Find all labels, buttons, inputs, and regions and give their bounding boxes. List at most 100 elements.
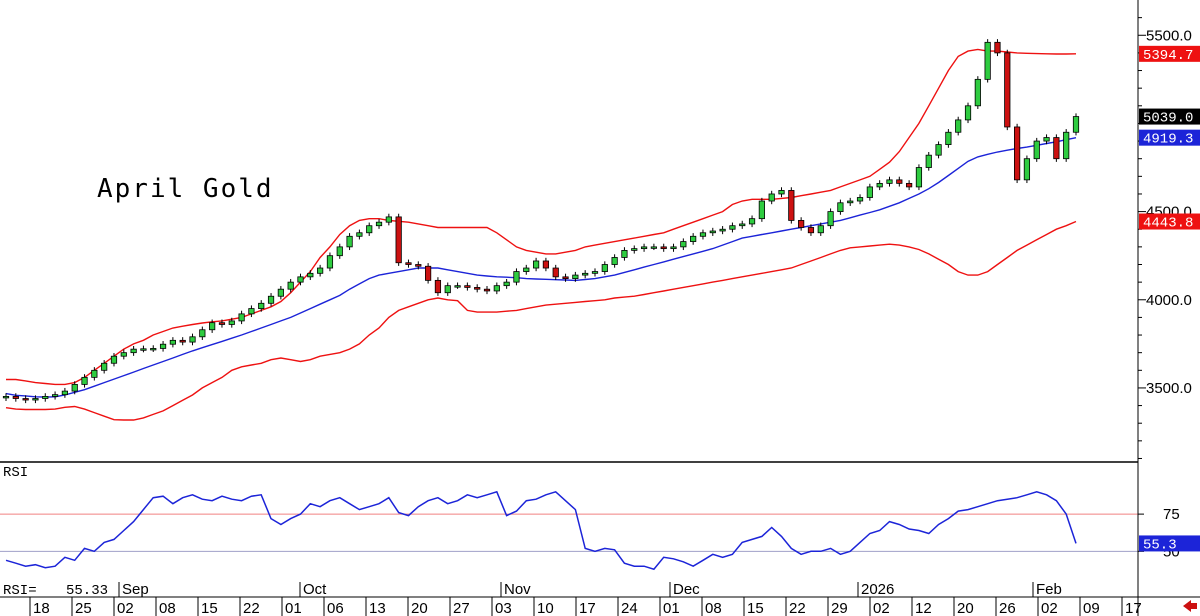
candle-body [523, 267, 530, 272]
candle-body [258, 302, 265, 309]
candle-body [513, 271, 520, 283]
candle-body [955, 119, 962, 133]
candle [945, 129, 952, 148]
candle [798, 217, 805, 231]
candle [425, 263, 432, 284]
candle [32, 395, 39, 404]
candle-body [729, 225, 736, 230]
day-label: 22 [789, 600, 806, 616]
candle [483, 286, 491, 295]
candle-body [1023, 158, 1031, 181]
candle [287, 278, 294, 293]
candle-body [307, 272, 314, 278]
candle [631, 245, 638, 254]
candle [807, 224, 815, 236]
candle [307, 270, 314, 281]
candle [660, 243, 667, 252]
candle-body [562, 276, 569, 280]
day-label: 17 [579, 600, 596, 616]
candle [1063, 129, 1070, 162]
candle [748, 215, 756, 228]
candle [81, 374, 88, 388]
candle-body [827, 211, 834, 227]
candle [474, 284, 481, 293]
candle-body [385, 216, 392, 223]
candle [258, 300, 265, 312]
candle [591, 268, 599, 277]
candle [532, 257, 540, 272]
candle [1014, 123, 1021, 184]
candle-body [474, 287, 481, 290]
candle-body [199, 329, 206, 338]
candle [709, 227, 716, 236]
candle-body [1053, 137, 1060, 160]
candle [925, 152, 932, 171]
value-badge-text: 4919.3 [1143, 132, 1193, 148]
candle-body [483, 288, 491, 292]
candle-body [91, 369, 98, 378]
candle-body [42, 396, 49, 399]
candle [189, 333, 196, 346]
candle-body [788, 190, 795, 221]
price-tick-label: 3500.0 [1146, 380, 1192, 397]
candle-body [159, 343, 167, 349]
candle-body [110, 355, 118, 364]
candle [837, 199, 844, 215]
candle-body [984, 41, 991, 80]
candle-body [660, 246, 667, 250]
candle [994, 39, 1001, 57]
left-arrow-icon[interactable] [1183, 600, 1197, 612]
candle-body [778, 190, 785, 195]
candle-body [493, 285, 500, 292]
month-label: 2026 [861, 581, 894, 598]
candle-body [631, 248, 638, 251]
candle-body [876, 182, 883, 188]
candle [915, 164, 923, 191]
candle [523, 264, 530, 275]
candle-body [434, 279, 442, 294]
candle [12, 393, 19, 402]
rsi-tick-label: 75 [1163, 506, 1180, 523]
day-label: 20 [411, 600, 428, 616]
candle-body [709, 230, 716, 234]
candle-body [807, 227, 815, 234]
value-labels: 5394.7 5039.0 4919.3 4443.8 55.3 [1139, 45, 1200, 553]
day-label: 02 [117, 600, 134, 616]
candle-body [395, 216, 402, 264]
candle [964, 102, 972, 124]
candle [778, 187, 785, 198]
candle [366, 222, 373, 236]
candle [876, 180, 883, 191]
day-label: 10 [537, 600, 554, 616]
candle [199, 326, 206, 340]
candle-body [650, 246, 657, 249]
candle [454, 282, 461, 289]
candle-body [267, 295, 275, 304]
value-badge-text: 55.3 [1143, 537, 1177, 553]
candle [267, 293, 275, 307]
candle [1023, 155, 1031, 184]
candle [906, 180, 913, 191]
candle [209, 319, 216, 333]
candle [758, 197, 765, 222]
day-label: 29 [831, 600, 848, 616]
candle-body [1033, 140, 1040, 160]
value-badge-text: 4443.8 [1143, 216, 1193, 232]
candle [552, 264, 559, 281]
candle-body [32, 398, 39, 401]
candle-body [837, 202, 844, 213]
candle-body [238, 313, 245, 322]
candle [42, 393, 49, 402]
candle [2, 393, 10, 401]
candle [91, 367, 98, 381]
day-label: 01 [285, 600, 302, 616]
candle [228, 317, 235, 328]
candle [650, 243, 657, 251]
value-badge [1139, 45, 1200, 62]
day-label: 27 [453, 600, 470, 616]
candle [248, 305, 255, 318]
candle [140, 345, 147, 353]
candle [1004, 49, 1011, 131]
candle-body [2, 396, 10, 399]
rsi-panel [0, 490, 1138, 571]
